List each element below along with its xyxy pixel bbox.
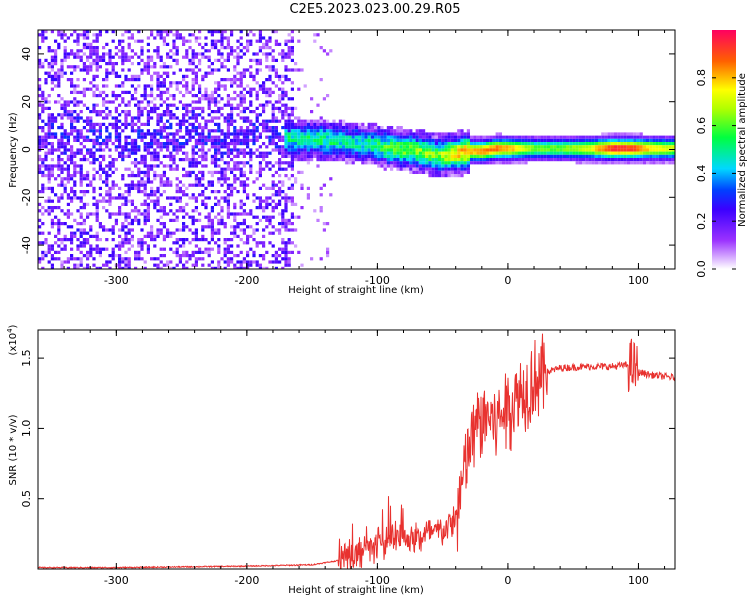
svg-text:-100: -100 xyxy=(365,274,390,287)
snr-frame xyxy=(37,329,676,570)
svg-text:-200: -200 xyxy=(234,274,259,287)
page-title: C2E5.2023.023.00.29.R05 xyxy=(289,2,461,17)
svg-text:0.2: 0.2 xyxy=(695,212,708,230)
svg-text:-300: -300 xyxy=(104,274,129,287)
svg-text:-20: -20 xyxy=(20,188,33,206)
svg-text:0: 0 xyxy=(504,274,511,287)
snr-scale-factor: (x104) xyxy=(6,324,19,355)
svg-text:100: 100 xyxy=(628,574,649,587)
svg-text:0.8: 0.8 xyxy=(695,69,708,87)
svg-text:0.4: 0.4 xyxy=(695,165,708,183)
snr-series-line xyxy=(38,333,675,569)
svg-text:-40: -40 xyxy=(20,236,33,254)
snr-x-axis-label: Height of straight line (km) xyxy=(288,585,424,596)
svg-text:100: 100 xyxy=(628,274,649,287)
svg-text:-300: -300 xyxy=(104,574,129,587)
snr-axes: -300 -200 -100 0 100 0.5 1.0 1.5 xyxy=(20,330,675,587)
svg-text:1.0: 1.0 xyxy=(20,420,33,438)
svg-text:0.5: 0.5 xyxy=(20,490,33,508)
svg-text:-200: -200 xyxy=(234,574,259,587)
colorbar-ticks: 0.0 0.2 0.4 0.6 0.8 xyxy=(695,69,736,278)
svg-text:1.5: 1.5 xyxy=(20,349,33,367)
colorbar-label: Normalized spectral amplitude xyxy=(737,73,748,227)
heatmap-y-axis-label: Frequency (Hz) xyxy=(8,112,19,188)
spectrogram-heatmap xyxy=(38,30,675,269)
svg-text:20: 20 xyxy=(20,95,33,109)
colorbar xyxy=(712,30,736,269)
svg-text:0.6: 0.6 xyxy=(695,117,708,135)
svg-text:-100: -100 xyxy=(365,574,390,587)
heatmap-x-axis-label: Height of straight line (km) xyxy=(288,285,424,296)
svg-text:0: 0 xyxy=(20,146,33,153)
svg-text:0: 0 xyxy=(504,574,511,587)
snr-y-axis-label: SNR (10 * v/v) xyxy=(8,414,19,485)
svg-text:0.0: 0.0 xyxy=(695,260,708,278)
svg-text:40: 40 xyxy=(20,47,33,61)
